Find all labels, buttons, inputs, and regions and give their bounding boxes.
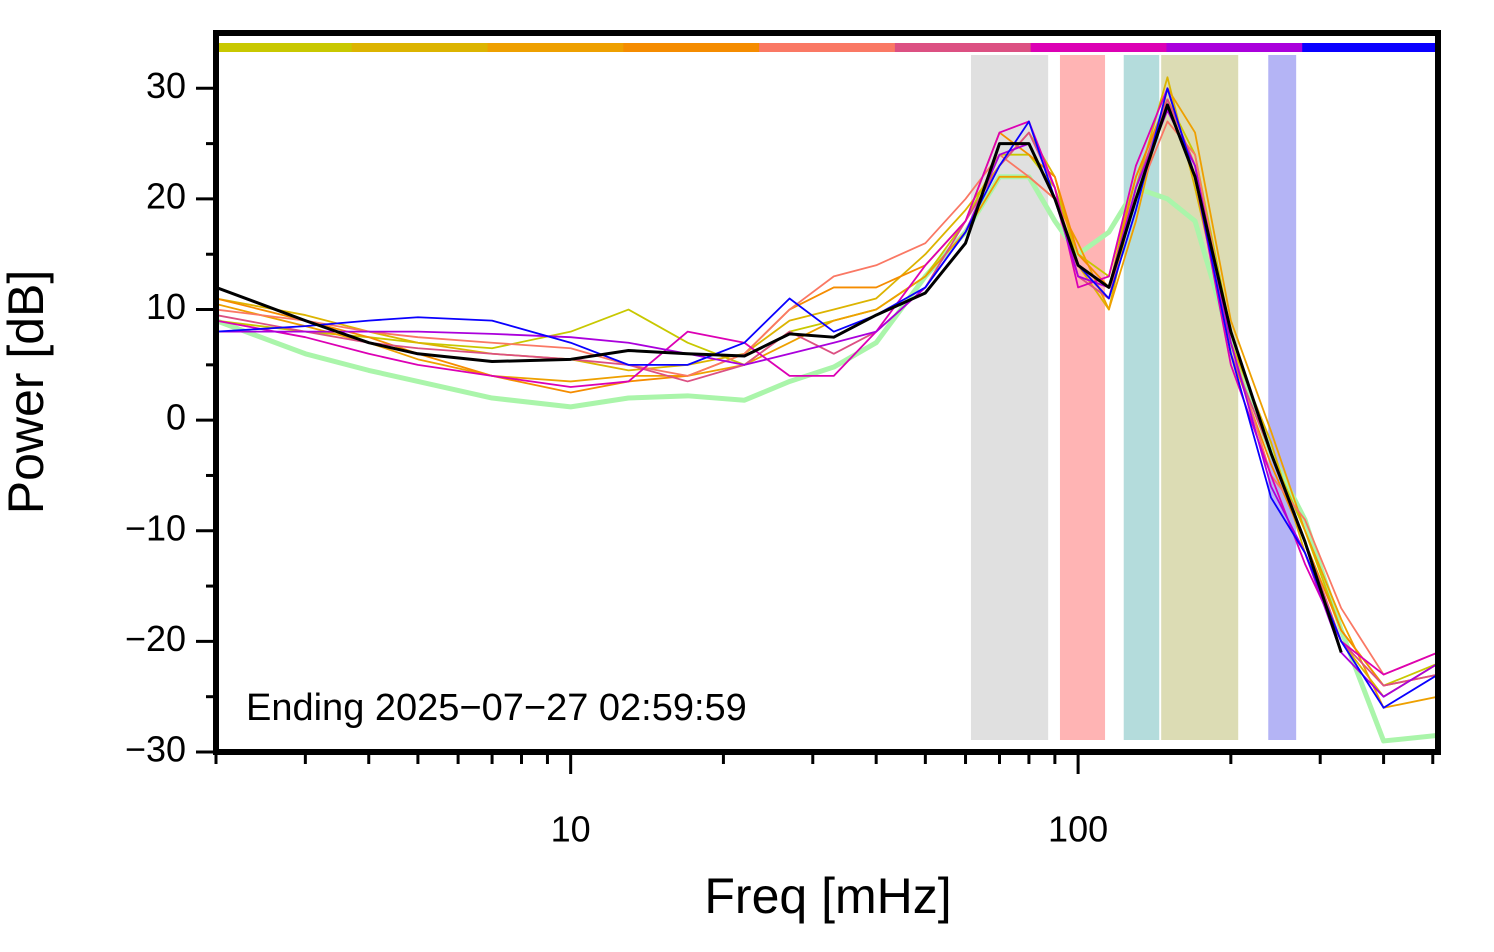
y-tick-label: −10 [125, 507, 186, 548]
frequency-band [1161, 55, 1239, 740]
y-tick-label: 0 [166, 397, 186, 438]
colorbar-segment [1302, 43, 1439, 52]
x-axis-label: Freq [mHz] [704, 868, 951, 924]
annotation: Ending 2025−07−27 02:59:59 [246, 687, 747, 729]
colorbar-segment [894, 43, 1032, 52]
colorbar-segment [351, 43, 489, 52]
plot-area [216, 55, 1438, 744]
y-axis-label: Power [dB] [0, 270, 54, 515]
spectrum-line [216, 98, 1438, 687]
spectrum-line [216, 98, 1438, 687]
y-tick-label: −30 [125, 729, 186, 770]
reference-line [216, 174, 1438, 744]
colorbar-segment [623, 43, 760, 52]
colorbar-segment [487, 43, 624, 52]
spectrum-line [216, 87, 1438, 709]
x-tick-label: 100 [1048, 809, 1108, 850]
frequency-band [970, 55, 1049, 740]
frequency-band [1123, 55, 1160, 740]
y-tick-label: 10 [146, 286, 186, 327]
colorbar-segment [216, 43, 353, 52]
plot-frame [213, 30, 1441, 755]
x-tick-label: 10 [551, 809, 591, 850]
colorbar-segment [759, 43, 896, 52]
y-tick-label: 30 [146, 65, 186, 106]
frequency-band [1059, 55, 1106, 740]
colorbar-segment [1030, 43, 1167, 52]
y-tick-label: 20 [146, 175, 186, 216]
spectrum-line [216, 120, 1438, 676]
spectrum-line [216, 87, 1438, 676]
spectrum-line [216, 87, 1438, 709]
colorbar-segment [1166, 43, 1303, 52]
y-tick-label: −20 [125, 618, 186, 659]
frequency-band [1268, 55, 1297, 740]
mean-line [216, 103, 1343, 653]
spectrum-line [216, 98, 1438, 687]
